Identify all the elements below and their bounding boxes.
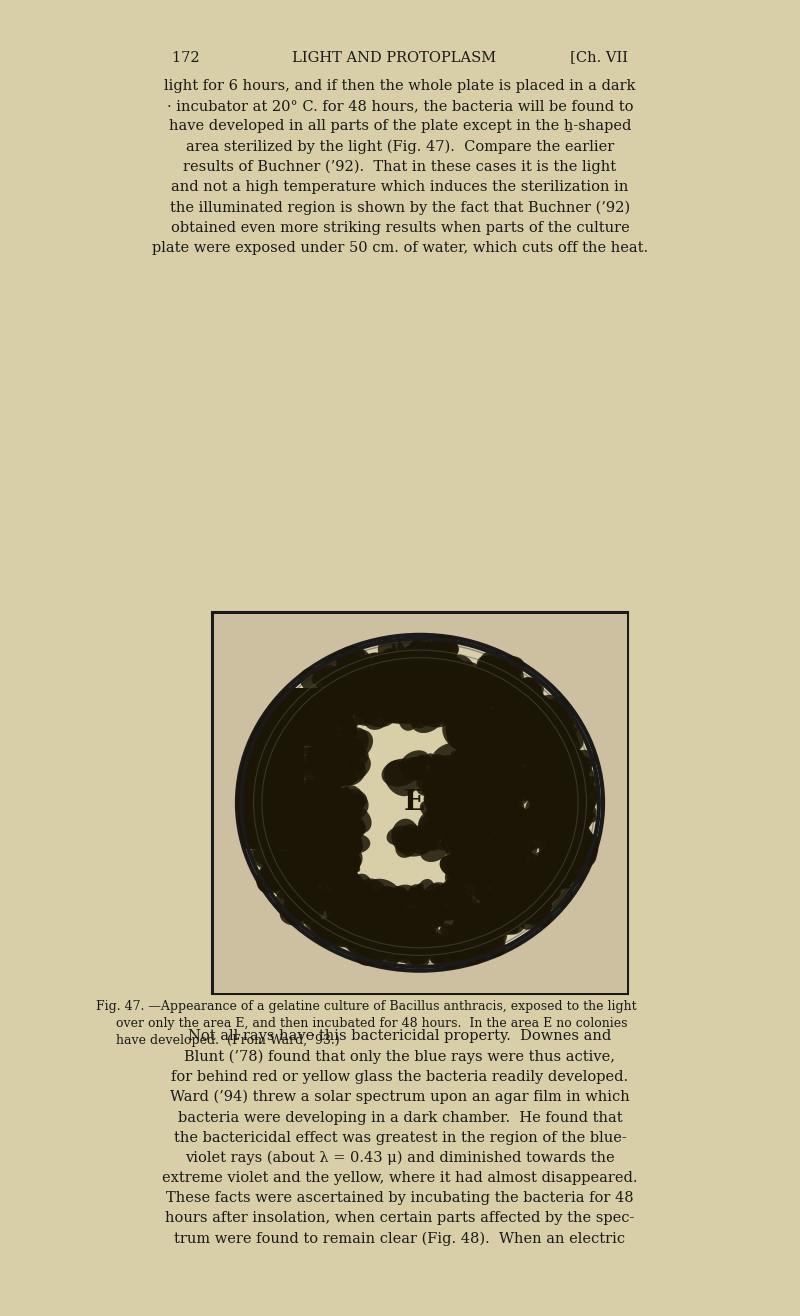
Text: 172                    LIGHT AND PROTOPLASM                [Ch. VII: 172 LIGHT AND PROTOPLASM [Ch. VII (172, 50, 628, 64)
Ellipse shape (240, 630, 600, 975)
Text: Fig. 47. —Appearance of a gelatine culture of Bacillus anthracis, exposed to the: Fig. 47. —Appearance of a gelatine cultu… (96, 1000, 637, 1048)
Text: light for 6 hours, and if then the whole plate is placed in a dark
· incubator a: light for 6 hours, and if then the whole… (152, 79, 648, 255)
Text: Not all rays have this bactericidal property.  Downes and
Blunt (’78) found that: Not all rays have this bactericidal prop… (162, 1029, 638, 1246)
Bar (212, 612, 628, 994)
